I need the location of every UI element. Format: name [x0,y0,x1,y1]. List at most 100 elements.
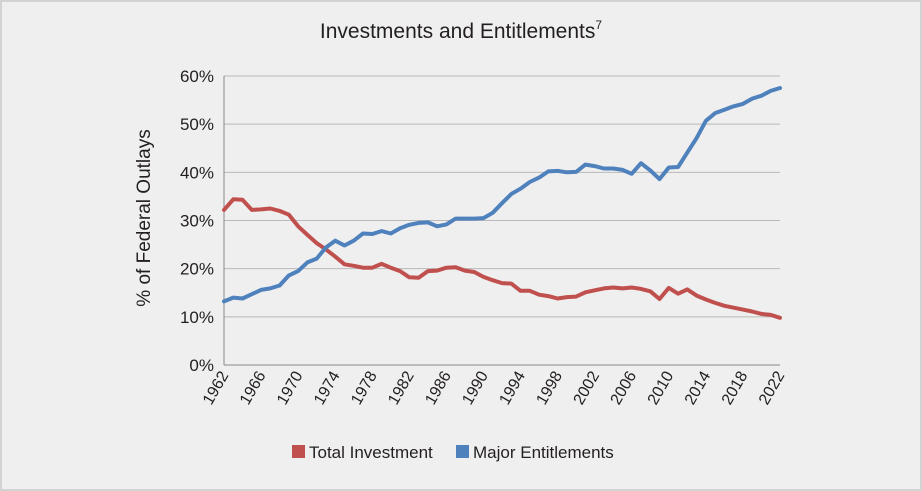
data-point [389,266,393,270]
data-point [259,207,263,211]
data-point [463,269,467,273]
data-point [583,290,587,294]
y-tick-label: 20% [180,260,214,279]
x-tick-label: 1978 [348,368,381,407]
y-tick-label: 30% [180,212,214,231]
data-point [759,312,763,316]
data-point [500,281,504,285]
data-point [352,264,356,268]
data-point [305,260,309,264]
y-tick-label: 60% [180,67,214,86]
data-point [556,169,560,173]
data-point [398,226,402,230]
data-point [732,306,736,310]
chart-title: Investments and Entitlements7 [320,18,602,43]
data-point [537,176,541,180]
data-point [509,192,513,196]
data-point [352,239,356,243]
data-point [759,94,763,98]
data-point [648,168,652,172]
data-point [222,208,226,212]
data-point [287,213,291,217]
data-point [602,286,606,290]
data-point [296,224,300,228]
y-tick-label: 0% [189,356,214,375]
data-point [722,108,726,112]
data-point [713,111,717,115]
y-axis-title: % of Federal Outlays [134,129,155,306]
data-point [268,206,272,210]
data-point [648,289,652,293]
data-point [611,166,615,170]
data-point [454,265,458,269]
x-tick-label: 2002 [571,368,604,407]
data-point [342,262,346,266]
chart-title-text: Investments and Entitlements [320,20,595,43]
data-point [241,297,245,301]
data-point [463,217,467,221]
data-point [259,288,263,292]
data-point [519,289,523,293]
data-point [491,278,495,282]
data-point [667,166,671,170]
data-point [315,257,319,261]
data-point [528,289,532,293]
data-point [658,297,662,301]
data-point [574,295,578,299]
legend: Total Investment Major Entitlements [292,443,614,462]
data-point [454,217,458,221]
data-point [324,245,328,249]
x-tick-label: 1994 [496,368,529,407]
data-point [435,224,439,228]
y-tick-label: 50% [180,115,214,134]
x-tick-label: 1986 [422,368,455,407]
data-point [565,170,569,174]
data-point [565,295,569,299]
data-point [278,284,282,288]
data-point [417,276,421,280]
data-point [231,197,235,201]
data-point [444,266,448,270]
y-tick-label: 10% [180,308,214,327]
data-point [278,209,282,213]
data-point [583,163,587,167]
data-point [519,187,523,191]
data-point [620,286,624,290]
data-point [750,310,754,314]
data-point [509,282,513,286]
data-point [769,313,773,317]
x-tick-label: 2014 [682,368,715,407]
data-point [546,169,550,173]
data-point [593,164,597,168]
data-point [333,239,337,243]
data-point [695,294,699,298]
data-point [778,316,782,320]
data-point [426,220,430,224]
data-point [481,216,485,220]
series-lines [222,86,782,320]
data-point [704,297,708,301]
x-tick-label: 1970 [274,368,307,407]
chart-title-superscript: 7 [595,18,602,32]
series-line-total-investment [222,197,782,320]
data-point [741,308,745,312]
data-point [602,166,606,170]
data-point [556,297,560,301]
legend-label-major-entitlements: Major Entitlements [473,443,614,462]
data-point [370,266,374,270]
x-tick-label: 2018 [719,368,752,407]
data-point [444,222,448,226]
data-point [241,198,245,202]
data-point [741,102,745,106]
gridlines [224,75,780,318]
data-point [481,275,485,279]
data-point [676,165,680,169]
data-point [732,104,736,108]
data-point [435,269,439,273]
data-point [620,168,624,172]
legend-swatch-total-investment [292,445,305,458]
data-point [417,221,421,225]
data-point [704,119,708,123]
data-point [426,269,430,273]
